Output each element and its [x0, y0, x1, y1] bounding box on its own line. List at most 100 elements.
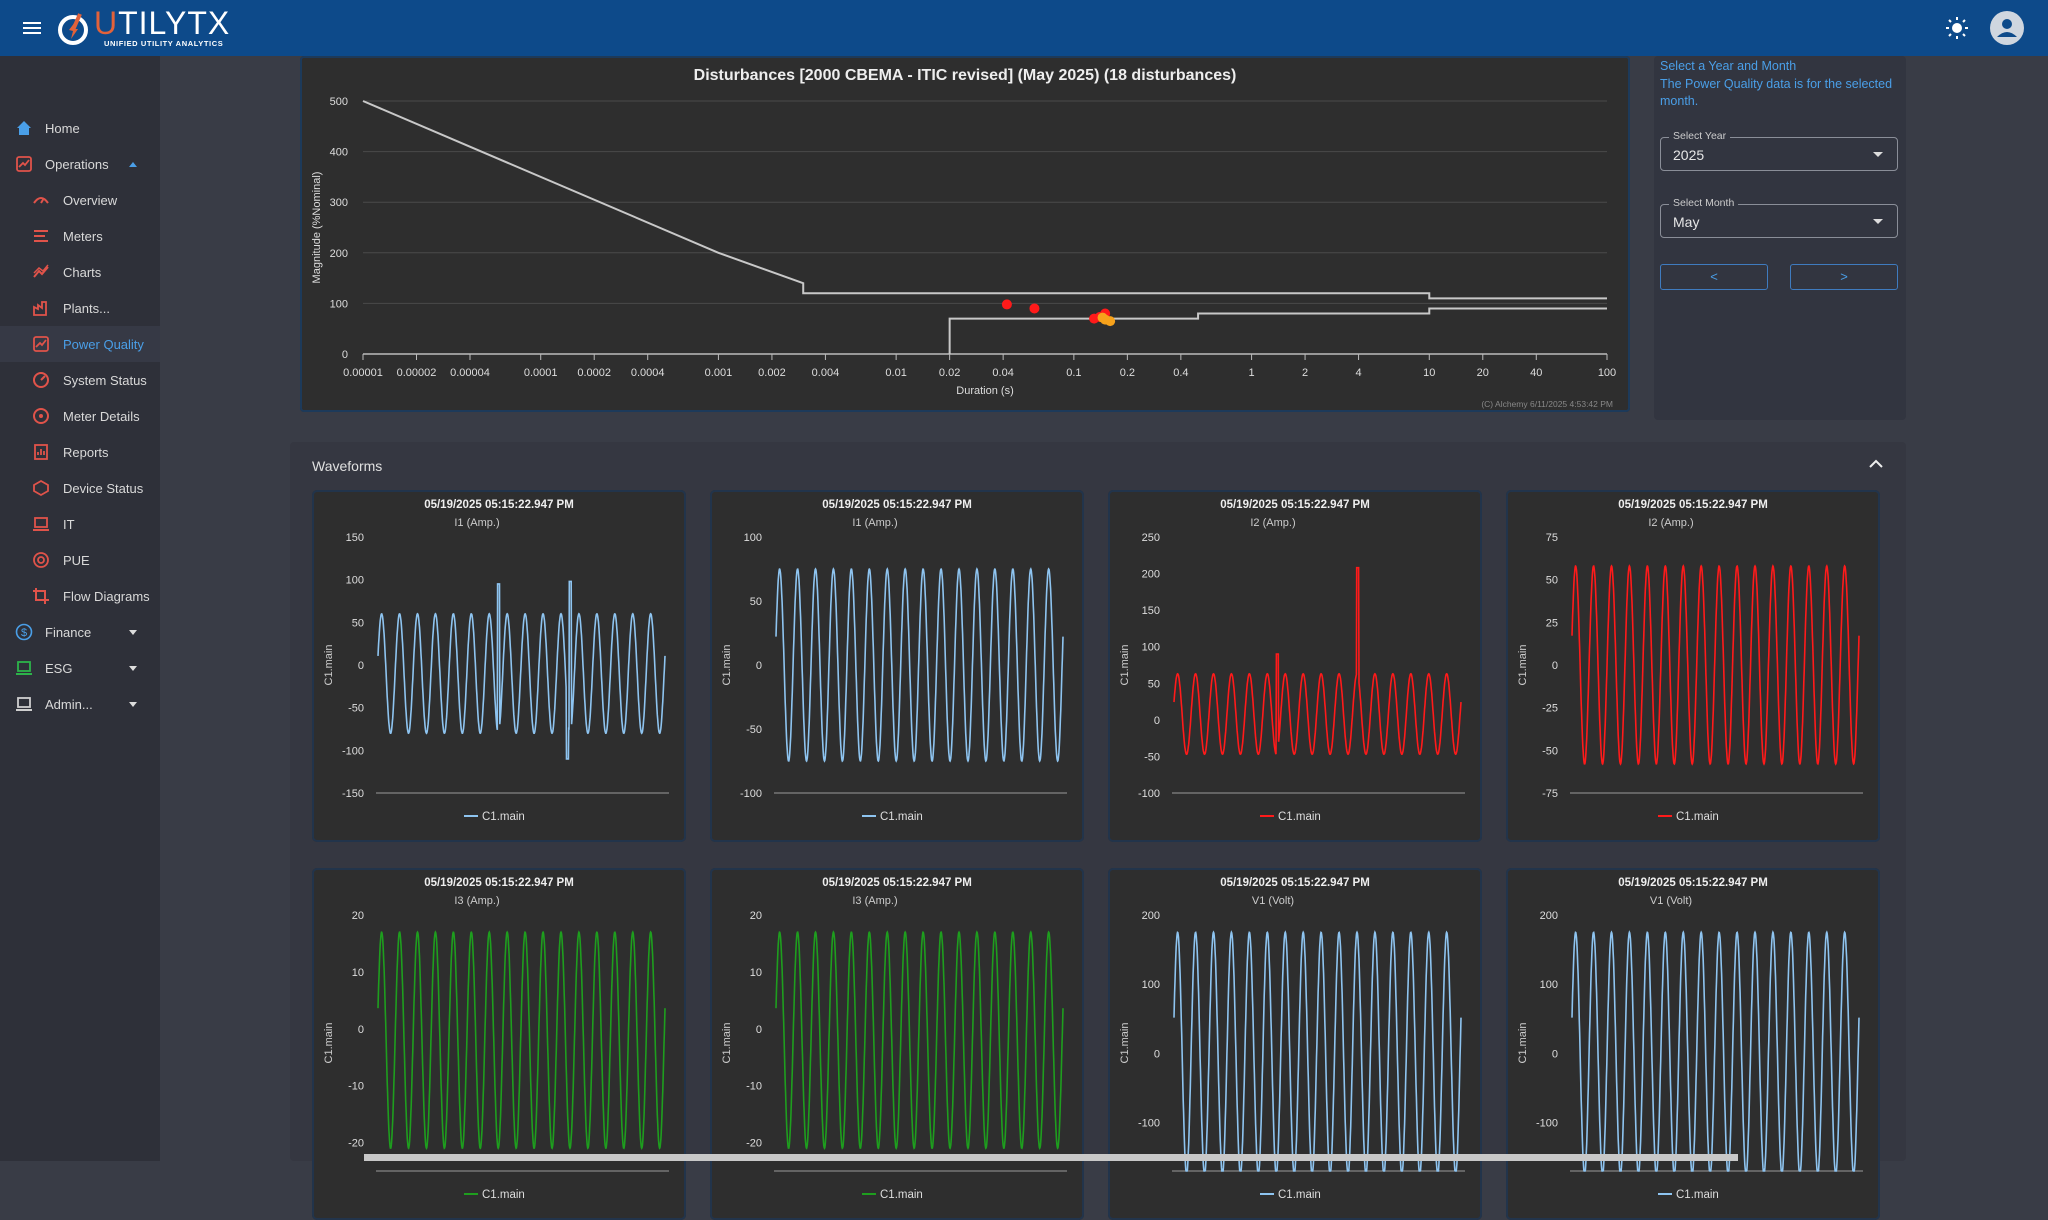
- waveform-series-line: [775, 567, 1064, 763]
- instruction-line-1: Select a Year and Month: [1660, 59, 1797, 73]
- waveform-card: 05/19/2025 05:15:22.947 PM I2 (Amp.) 75 50 2…: [1506, 490, 1880, 842]
- sidebar-item-system-status[interactable]: System Status: [0, 362, 160, 398]
- sidebar-item-label: Reports: [63, 445, 109, 460]
- sidebar-item-it[interactable]: IT: [0, 506, 160, 542]
- y-tick-label: -75: [1542, 788, 1558, 800]
- y-tick-label: 150: [346, 532, 364, 544]
- legend-label[interactable]: C1.main: [880, 811, 923, 823]
- caret-down-icon[interactable]: [128, 628, 138, 636]
- legend-label[interactable]: C1.main: [1278, 1189, 1321, 1201]
- sidebar-item-plants[interactable]: Plants...: [0, 290, 160, 326]
- horizontal-scrollbar[interactable]: [364, 1154, 1738, 1161]
- y-axis-label: C1.main: [1517, 645, 1529, 686]
- y-tick-label: 200: [1142, 569, 1160, 581]
- sidebar-item-flow-diagrams[interactable]: Flow Diagrams: [0, 578, 160, 614]
- caret-down-icon[interactable]: [128, 664, 138, 672]
- x-tick-label: 0.00004: [450, 367, 490, 379]
- disturbance-point[interactable]: [1105, 316, 1116, 327]
- sidebar-item-admin[interactable]: Admin...: [0, 686, 160, 722]
- legend-label[interactable]: C1.main: [880, 1189, 923, 1201]
- y-tick-label: 500: [330, 96, 348, 108]
- device-icon: [33, 479, 49, 497]
- previous-month-button[interactable]: <: [1660, 264, 1768, 290]
- waveform-card: 05/19/2025 05:15:22.947 PM I3 (Amp.) 20 10 0…: [312, 868, 686, 1220]
- y-tick-label: 150: [1142, 605, 1160, 617]
- y-axis-label: Magnitude (%Nominal): [311, 172, 323, 284]
- waveform-timestamp: 05/19/2025 05:15:22.947 PM: [1618, 877, 1768, 889]
- y-tick-label: -10: [348, 1081, 364, 1093]
- waveform-card: 05/19/2025 05:15:22.947 PM V1 (Volt) 200 10…: [1108, 868, 1482, 1220]
- legend-label[interactable]: C1.main: [1676, 811, 1719, 823]
- x-tick-label: 0.04: [992, 367, 1013, 379]
- sidebar-item-meters[interactable]: Meters: [0, 218, 160, 254]
- waveform-series-line: [1173, 566, 1462, 756]
- waveform-timestamp: 05/19/2025 05:15:22.947 PM: [822, 877, 972, 889]
- sidebar-item-power-quality[interactable]: Power Quality: [0, 326, 160, 362]
- x-tick-label: 0.4: [1173, 367, 1188, 379]
- sidebar-item-label: Home: [45, 121, 80, 136]
- legend-label[interactable]: C1.main: [1278, 811, 1321, 823]
- y-tick-label: 100: [744, 532, 762, 544]
- disturbance-point[interactable]: [1001, 299, 1012, 310]
- disturbance-point[interactable]: [1029, 303, 1040, 314]
- sidebar-item-device-status[interactable]: Device Status: [0, 470, 160, 506]
- sidebar-item-esg[interactable]: ESG: [0, 650, 160, 686]
- app-logo[interactable]: UTILYTX UNIFIED UTILITY ANALYTICS: [56, 6, 246, 50]
- sidebar-item-pue[interactable]: PUE: [0, 542, 160, 578]
- y-tick-label: -100: [740, 788, 762, 800]
- home-icon: [17, 121, 31, 135]
- sidebar-item-home[interactable]: Home: [0, 110, 160, 146]
- sidebar-item-reports[interactable]: Reports: [0, 434, 160, 470]
- sidebar-item-meter-details[interactable]: Meter Details: [0, 398, 160, 434]
- details-icon: [33, 408, 49, 424]
- waveforms-section: Waveforms 05/19/2025 05:15:22.947 PM I1 (…: [290, 442, 1906, 1220]
- legend-label[interactable]: C1.main: [1676, 1189, 1719, 1201]
- month-select[interactable]: Select Month May: [1660, 197, 1898, 238]
- waveform-card: 05/19/2025 05:15:22.947 PM I1 (Amp.) 100 50…: [710, 490, 1084, 842]
- chart-line-icon: [16, 156, 32, 172]
- y-axis-label: C1.main: [323, 1023, 335, 1064]
- y-tick-label: -50: [348, 703, 364, 715]
- year-select[interactable]: Select Year 2025: [1660, 130, 1898, 171]
- y-tick-label: -20: [746, 1138, 762, 1150]
- x-tick-label: 0.004: [812, 367, 840, 379]
- waveform-subtitle: V1 (Volt): [1252, 895, 1294, 907]
- disturbance-point[interactable]: [1097, 312, 1108, 323]
- x-tick-label: 0.0001: [524, 367, 558, 379]
- gauge-icon: [33, 197, 49, 204]
- selector-instructions: Select a Year and Month The Power Qualit…: [1660, 58, 1900, 111]
- legend-label[interactable]: C1.main: [482, 811, 525, 823]
- sidebar-item-finance[interactable]: $ Finance: [0, 614, 160, 650]
- waveform-subtitle: I2 (Amp.): [1648, 517, 1693, 529]
- sun-icon[interactable]: [1944, 15, 1970, 41]
- x-tick-label: 0.00002: [397, 367, 437, 379]
- dropdown-arrow-icon: [1873, 219, 1883, 224]
- waveform-chart: 05/19/2025 05:15:22.947 PM I1 (Amp.) 150 10…: [323, 499, 669, 823]
- waveform-series-line: [775, 930, 1064, 1150]
- sidebar-item-charts[interactable]: Charts: [0, 254, 160, 290]
- x-tick-label: 10: [1423, 367, 1435, 379]
- y-tick-label: 10: [750, 967, 762, 979]
- waveform-subtitle: I3 (Amp.): [454, 895, 499, 907]
- y-tick-label: 100: [1142, 979, 1160, 991]
- y-tick-label: 200: [330, 248, 348, 260]
- user-avatar[interactable]: [1990, 11, 2024, 45]
- waveform-chart: 05/19/2025 05:15:22.947 PM I2 (Amp.) 75 50 2…: [1517, 499, 1863, 823]
- waveform-chart: 05/19/2025 05:15:22.947 PM I3 (Amp.) 20 10 0…: [323, 877, 669, 1201]
- x-tick-label: 0.001: [705, 367, 733, 379]
- menu-icon[interactable]: [20, 16, 44, 40]
- sidebar-item-operations[interactable]: Operations: [0, 146, 160, 182]
- sidebar-item-label: PUE: [63, 553, 90, 568]
- caret-up-icon[interactable]: [128, 160, 138, 168]
- chevron-up-icon[interactable]: [1868, 456, 1884, 470]
- hexagon-icon: [33, 552, 49, 568]
- y-tick-label: 10: [352, 967, 364, 979]
- caret-down-icon[interactable]: [128, 700, 138, 708]
- x-axis-label: Duration (s): [956, 385, 1013, 397]
- sidebar-item-overview[interactable]: Overview: [0, 182, 160, 218]
- legend-label[interactable]: C1.main: [482, 1189, 525, 1201]
- x-tick-label: 0.0002: [577, 367, 611, 379]
- itic-lower-limit-curve: [948, 307, 1607, 354]
- next-month-button[interactable]: >: [1790, 264, 1898, 290]
- y-tick-label: -100: [342, 745, 364, 757]
